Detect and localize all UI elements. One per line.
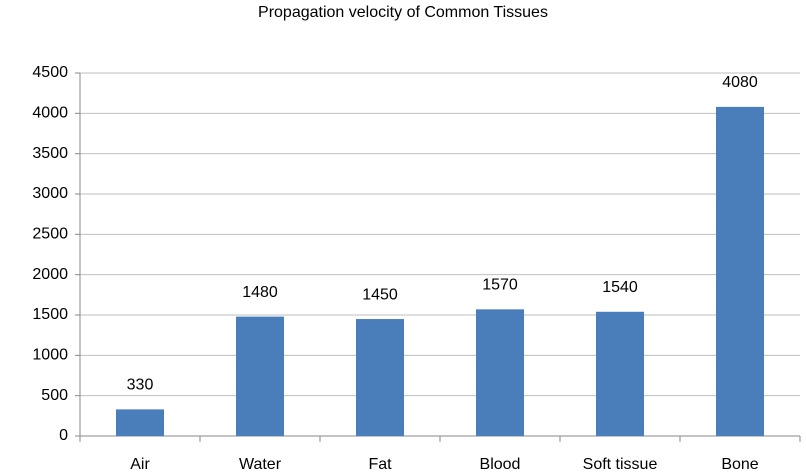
y-tick-label: 3000 <box>32 185 68 202</box>
x-tick-label: Fat <box>368 456 392 473</box>
bar <box>236 316 284 436</box>
x-tick-label: Soft tissue <box>583 456 658 473</box>
y-tick-label: 0 <box>59 427 68 444</box>
data-label: 330 <box>127 377 154 394</box>
y-tick-label: 4500 <box>32 64 68 81</box>
y-tick-label: 500 <box>41 387 68 404</box>
x-tick-label: Water <box>239 456 282 473</box>
data-label: 1450 <box>362 286 398 303</box>
data-label: 1480 <box>242 284 278 301</box>
bar <box>716 106 764 436</box>
bar <box>476 309 524 436</box>
y-tick-label: 2500 <box>32 226 68 243</box>
data-label: 1570 <box>482 277 518 294</box>
data-label: 1540 <box>602 279 638 296</box>
bar <box>596 311 644 436</box>
chart-title: Propagation velocity of Common Tissues <box>258 4 548 21</box>
x-tick-label: Bone <box>721 456 758 473</box>
y-tick-label: 1000 <box>32 347 68 364</box>
y-tick-label: 2000 <box>32 266 68 283</box>
x-tick-label: Air <box>130 456 150 473</box>
y-tick-label: 4000 <box>32 105 68 122</box>
y-tick-label: 1500 <box>32 306 68 323</box>
y-tick-label: 3500 <box>32 145 68 162</box>
data-label: 4080 <box>722 74 758 91</box>
bar <box>116 409 164 436</box>
bar <box>356 319 404 436</box>
x-tick-label: Blood <box>480 456 521 473</box>
